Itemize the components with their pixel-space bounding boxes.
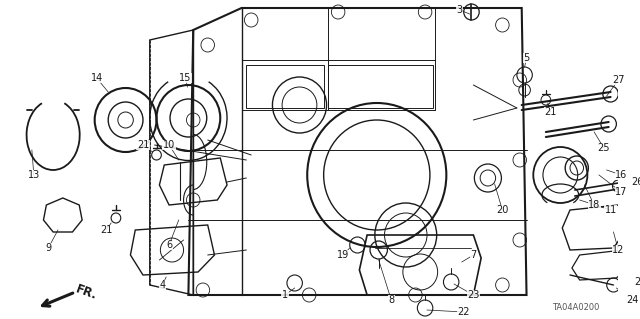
Text: 18: 18: [588, 200, 600, 210]
Text: 10: 10: [163, 140, 175, 150]
Text: 2: 2: [634, 277, 640, 287]
Text: 26: 26: [632, 177, 640, 187]
Text: 23: 23: [467, 290, 479, 300]
Text: 14: 14: [90, 73, 103, 83]
Text: 8: 8: [388, 295, 394, 305]
Text: 24: 24: [627, 295, 639, 305]
Text: 11: 11: [604, 205, 617, 215]
Text: 17: 17: [615, 187, 627, 197]
Text: 9: 9: [45, 243, 51, 253]
Text: 5: 5: [524, 53, 530, 63]
Text: 19: 19: [337, 250, 349, 260]
Text: 7: 7: [470, 250, 477, 260]
Text: 15: 15: [179, 73, 192, 83]
Text: 13: 13: [28, 170, 40, 180]
Text: 12: 12: [612, 245, 625, 255]
Text: 22: 22: [458, 307, 470, 317]
Text: 25: 25: [598, 143, 610, 153]
Text: 27: 27: [612, 75, 625, 85]
Text: FR.: FR.: [74, 282, 99, 302]
Text: 21: 21: [137, 140, 149, 150]
Text: 20: 20: [496, 205, 509, 215]
Text: 21: 21: [545, 107, 557, 117]
Text: 21: 21: [100, 225, 113, 235]
Text: TA04A0200: TA04A0200: [552, 303, 599, 312]
Text: 3: 3: [457, 5, 463, 15]
Text: 16: 16: [615, 170, 627, 180]
Text: 6: 6: [166, 240, 172, 250]
Text: 4: 4: [159, 280, 165, 290]
Text: 1: 1: [282, 290, 288, 300]
